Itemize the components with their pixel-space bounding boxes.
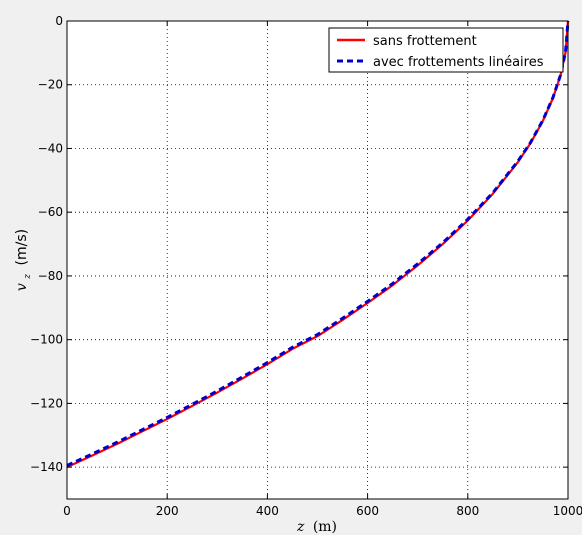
y-tick-label: −140 (30, 460, 63, 474)
y-axis-subscript: z (23, 274, 33, 280)
x-tick-label: 0 (63, 504, 71, 518)
x-tick-label: 400 (256, 504, 279, 518)
x-axis-variable: z (296, 519, 305, 535)
ticks (66, 20, 569, 499)
x-tick-label: 600 (356, 504, 379, 518)
legend-label-sans-frottement: sans frottement (373, 34, 477, 49)
y-axis-unit: (m/s) (14, 229, 30, 266)
series-layer (66, 20, 570, 469)
y-tick-label: −80 (38, 269, 63, 283)
y-tick-label: −20 (38, 78, 63, 92)
tick-labels: 0 200 400 600 800 1000 −140 −120 −100 −80 −60 −40 −2… (30, 14, 582, 518)
x-tick-label: 1000 (553, 504, 582, 518)
y-tick-label: −60 (38, 205, 63, 219)
y-tick-label: −100 (30, 333, 63, 347)
x-axis-label: z (m) (296, 519, 337, 535)
y-tick-label: −40 (38, 141, 63, 155)
y-axis-label: v z (m/s) (14, 229, 34, 291)
series-line-avec-frottements-lineaires (66, 20, 570, 467)
y-tick-label: −120 (30, 396, 63, 410)
plot-frame (66, 20, 569, 500)
y-axis-variable: v (14, 283, 30, 291)
legend-box (328, 27, 564, 73)
y-tick-label: 0 (55, 14, 63, 28)
x-axis-unit: (m) (313, 519, 337, 535)
x-tick-label: 200 (156, 504, 179, 518)
x-tick-label: 800 (456, 504, 479, 518)
plot-area (67, 21, 568, 499)
legend-label-avec-frottements: avec frottements linéaires (373, 55, 544, 70)
legend: sans frottement avec frottements linéair… (328, 27, 564, 73)
